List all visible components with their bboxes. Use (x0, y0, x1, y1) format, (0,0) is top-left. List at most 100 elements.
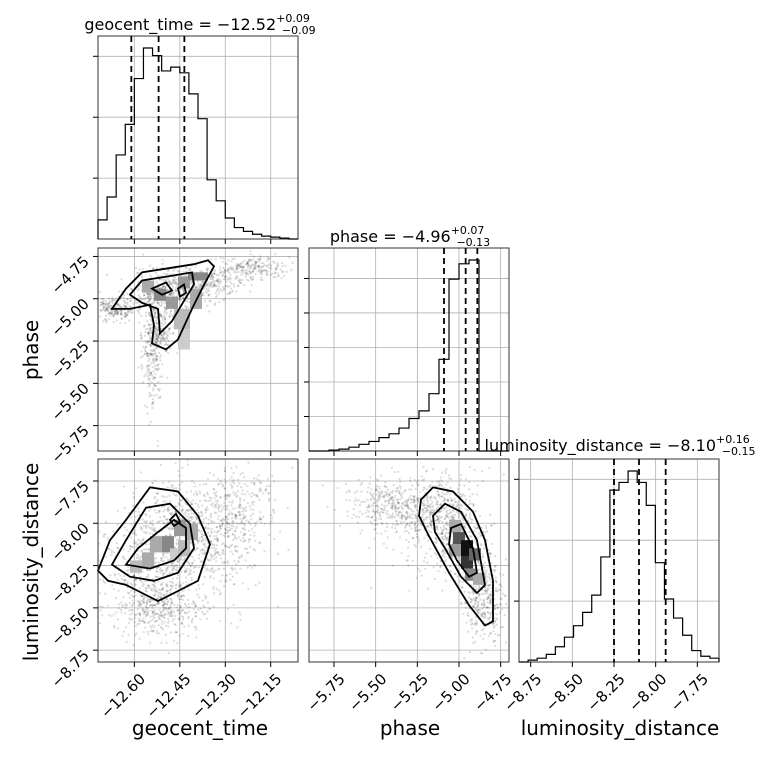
sample-point (224, 285, 227, 288)
sample-point (107, 539, 110, 542)
sample-point (155, 502, 158, 505)
sample-point (148, 509, 151, 512)
sample-point (148, 586, 151, 589)
sample-point (185, 491, 188, 494)
sample-point (213, 530, 216, 533)
sample-point (145, 311, 148, 314)
sample-point (372, 496, 375, 500)
sample-point (444, 533, 447, 536)
sample-point (407, 505, 410, 508)
sample-point (236, 626, 239, 629)
sample-point (229, 483, 232, 486)
sample-point (151, 583, 154, 586)
sample-point (415, 533, 418, 536)
sample-point (173, 603, 176, 607)
sample-point (187, 513, 190, 516)
sample-point (146, 600, 149, 603)
sample-point (201, 548, 204, 551)
sample-point (457, 516, 460, 519)
sample-point (445, 542, 449, 545)
sample-point (226, 292, 229, 296)
sample-point (377, 505, 380, 508)
sample-point (433, 496, 436, 499)
sample-point (238, 263, 241, 266)
sample-point (409, 513, 412, 516)
sample-point (215, 544, 218, 547)
sample-point (219, 533, 222, 536)
sample-point (483, 586, 486, 589)
sample-point (482, 612, 485, 615)
sample-point (145, 613, 148, 616)
sample-point (163, 332, 166, 335)
sample-point (188, 610, 191, 613)
sample-point (457, 513, 460, 516)
sample-point (202, 613, 205, 616)
sample-point (466, 509, 469, 512)
sample-point (233, 560, 236, 563)
sample-point (163, 613, 167, 616)
sample-point (230, 486, 233, 489)
sample-point (198, 596, 201, 599)
sample-point (436, 518, 439, 521)
sample-point (241, 269, 244, 272)
sample-point (469, 518, 473, 521)
sample-point (265, 269, 268, 272)
sample-point (178, 612, 181, 615)
sample-point (268, 266, 271, 269)
sample-point (370, 504, 373, 507)
sample-point (203, 542, 206, 545)
sample-point (193, 493, 196, 496)
sample-point (189, 490, 193, 493)
sample-point (486, 588, 489, 591)
sample-point (128, 596, 131, 600)
sample-point (417, 529, 420, 532)
sample-point (139, 601, 142, 604)
sample-point (489, 615, 492, 618)
sample-point (206, 477, 210, 480)
sample-point (130, 536, 133, 539)
sample-point (168, 281, 171, 284)
sample-point (481, 593, 484, 596)
sample-point (181, 509, 184, 512)
sample-point (483, 561, 487, 564)
sample-point (161, 620, 164, 623)
sample-point (168, 528, 171, 531)
sample-point (148, 331, 151, 334)
sample-point (423, 478, 426, 481)
sample-point (116, 523, 119, 526)
sample-point (410, 501, 413, 504)
sample-point (194, 611, 197, 614)
sample-point (250, 501, 253, 504)
sample-point (355, 515, 358, 518)
sample-point (142, 253, 145, 256)
sample-point (397, 513, 400, 516)
sample-point (204, 537, 207, 540)
sample-point (166, 518, 169, 521)
sample-point (132, 302, 135, 305)
sample-point (106, 307, 109, 310)
sample-point (422, 499, 426, 502)
sample-point (268, 484, 271, 488)
sample-point (436, 503, 439, 506)
sample-point (404, 516, 407, 519)
sample-point (233, 583, 236, 586)
sample-point (399, 520, 402, 523)
sample-point (173, 639, 176, 643)
sample-point (387, 513, 390, 516)
sample-point (257, 479, 261, 482)
sample-point (194, 485, 197, 488)
sample-point (185, 497, 188, 500)
sample-point (225, 529, 228, 532)
sample-point (225, 518, 228, 521)
sample-point (213, 272, 216, 275)
sample-point (457, 506, 461, 509)
sample-point (198, 566, 201, 569)
sample-point (487, 611, 490, 614)
sample-point (164, 302, 167, 305)
sample-point (160, 315, 163, 318)
sample-point (163, 343, 166, 346)
sample-point (171, 581, 175, 584)
sample-point (161, 587, 164, 590)
sample-point (258, 498, 261, 501)
sample-point (391, 504, 394, 507)
